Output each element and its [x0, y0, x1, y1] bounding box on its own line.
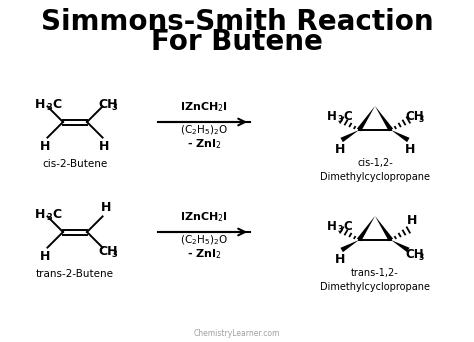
Polygon shape [375, 216, 393, 241]
Polygon shape [357, 106, 375, 131]
Text: H: H [335, 143, 345, 156]
Text: H: H [327, 221, 337, 234]
Text: H: H [407, 214, 418, 227]
Text: IZnCH$_2$I: IZnCH$_2$I [180, 100, 228, 114]
Text: CH: CH [405, 249, 424, 262]
Text: H: H [35, 208, 46, 221]
Polygon shape [340, 240, 359, 252]
Text: H: H [405, 143, 416, 156]
Text: (C$_2$H$_5$)$_2$O: (C$_2$H$_5$)$_2$O [180, 233, 228, 247]
Polygon shape [375, 106, 393, 131]
Text: (C$_2$H$_5$)$_2$O: (C$_2$H$_5$)$_2$O [180, 123, 228, 137]
Polygon shape [391, 240, 410, 252]
Text: H: H [101, 201, 112, 214]
Text: 3: 3 [111, 250, 117, 259]
Text: CH: CH [405, 110, 424, 123]
Text: H: H [35, 98, 46, 111]
Text: 3: 3 [419, 116, 424, 124]
Text: H: H [335, 253, 345, 266]
Text: Simmons-Smith Reaction: Simmons-Smith Reaction [41, 8, 433, 36]
Text: - ZnI$_2$: - ZnI$_2$ [187, 137, 221, 151]
Text: 3: 3 [46, 103, 52, 112]
Text: H: H [100, 140, 110, 153]
Text: C: C [53, 208, 62, 221]
Text: H: H [40, 140, 51, 153]
Text: ChemistryLearner.com: ChemistryLearner.com [194, 329, 280, 339]
Text: H: H [327, 110, 337, 123]
Text: trans-2-Butene: trans-2-Butene [36, 269, 114, 279]
Polygon shape [340, 130, 359, 142]
Text: For Butene: For Butene [151, 28, 323, 56]
Text: CH: CH [99, 245, 118, 258]
Text: 3: 3 [46, 213, 52, 222]
Text: cis-1,2-
Dimethylcyclopropane: cis-1,2- Dimethylcyclopropane [320, 158, 430, 182]
Text: CH: CH [99, 98, 118, 111]
Text: C: C [344, 221, 353, 234]
Text: IZnCH$_2$I: IZnCH$_2$I [180, 210, 228, 224]
Text: - ZnI$_2$: - ZnI$_2$ [187, 247, 221, 261]
Polygon shape [357, 216, 375, 241]
Text: H: H [40, 250, 51, 263]
Text: 3: 3 [111, 103, 117, 112]
Polygon shape [391, 130, 410, 142]
Text: 3: 3 [337, 116, 343, 124]
Text: 3: 3 [419, 253, 424, 263]
Text: C: C [344, 110, 353, 123]
Text: trans-1,2-
Dimethylcyclopropane: trans-1,2- Dimethylcyclopropane [320, 268, 430, 292]
Text: 3: 3 [337, 225, 343, 235]
Text: cis-2-Butene: cis-2-Butene [42, 159, 108, 169]
Text: C: C [53, 98, 62, 111]
